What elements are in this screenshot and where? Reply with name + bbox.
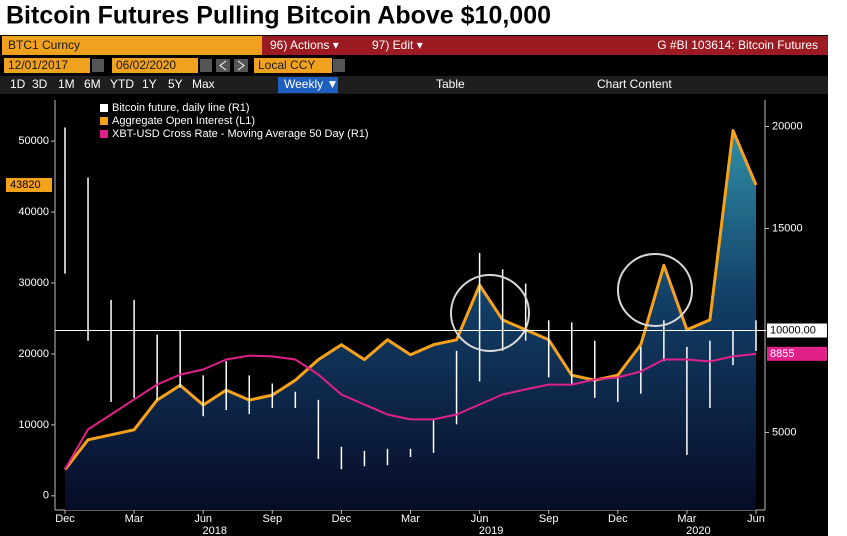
y-tick-label: 50000	[18, 135, 49, 147]
x-tick-label: Mar	[125, 513, 144, 525]
y-tick-label: 10000	[18, 419, 49, 431]
currency-box[interactable]	[254, 58, 332, 73]
year-label: 2018	[202, 525, 226, 536]
chart-content-button[interactable]: Chart Content	[597, 77, 672, 91]
y2-tick-label: 15000	[772, 222, 803, 234]
calendar-icon[interactable]	[92, 59, 104, 72]
end-date[interactable]: 06/02/2020	[116, 58, 176, 72]
y2-tick-label: 5000	[772, 426, 796, 438]
last-value-box	[6, 177, 52, 192]
year-label: 2020	[686, 525, 710, 536]
arrow-icons	[219, 60, 245, 71]
x-tick-label: Mar	[677, 513, 696, 525]
prev-button[interactable]	[216, 59, 230, 72]
period-button[interactable]: 6M	[84, 77, 101, 91]
edit-menu[interactable]: 97) Edit ▾	[372, 38, 423, 52]
frequency[interactable]: Weekly ▼	[284, 77, 338, 91]
period-button[interactable]: 1Y	[142, 77, 157, 91]
legend-swatch	[100, 117, 108, 125]
start-date-box[interactable]	[4, 58, 90, 73]
period-button[interactable]: 3D	[32, 77, 48, 91]
frequency-box[interactable]	[278, 77, 338, 93]
highlight-circle	[617, 253, 693, 327]
reference-label: 10000.00	[770, 324, 816, 336]
x-tick-label: Sep	[539, 513, 559, 525]
plot: 0100002000030000400005000050001000015000…	[18, 100, 803, 536]
x-tick-label: Sep	[263, 513, 283, 525]
x-tick-label: Jun	[194, 513, 212, 525]
x-tick-label: Mar	[401, 513, 420, 525]
period-button[interactable]: 5Y	[168, 77, 183, 91]
period-buttons: 1D 3D 1M 6M YTD 1Y 5Y Max	[10, 77, 215, 91]
last-value-label: 43820	[10, 179, 41, 191]
legend-label: Aggregate Open Interest (L1)	[112, 115, 255, 127]
next-button[interactable]	[234, 59, 248, 72]
period-button[interactable]: 1M	[58, 77, 75, 91]
menu-bar	[262, 36, 828, 55]
last-value-box	[767, 346, 827, 361]
start-date[interactable]: 12/01/2017	[8, 58, 68, 72]
x-tick-label: Dec	[332, 513, 352, 525]
x-tick-label: Jun	[471, 513, 489, 525]
reference-label-box	[767, 323, 827, 338]
period-button[interactable]: 1D	[10, 77, 26, 91]
y-tick-label: 40000	[18, 206, 49, 218]
end-date-box[interactable]	[112, 58, 198, 73]
highlight-circle	[450, 274, 530, 352]
x-tick-label: Jun	[747, 513, 765, 525]
y-tick-label: 20000	[18, 348, 49, 360]
actions-menu[interactable]: 96) Actions ▾	[270, 38, 339, 52]
calendar-icon[interactable]	[200, 59, 212, 72]
y-tick-label: 30000	[18, 277, 49, 289]
legend-label: XBT-USD Cross Rate - Moving Average 50 D…	[112, 128, 369, 140]
line	[64, 352, 757, 470]
year-label: 2019	[479, 525, 503, 536]
legend-label: Bitcoin future, daily line (R1)	[112, 102, 250, 114]
ticker-box[interactable]	[2, 36, 262, 55]
x-tick-label: Dec	[608, 513, 628, 525]
area	[65, 130, 756, 510]
period-button[interactable]: YTD	[110, 77, 134, 91]
x-tick-label: Dec	[55, 513, 75, 525]
period-button[interactable]: Max	[192, 77, 215, 91]
legend-swatch	[100, 104, 108, 112]
legend-swatch	[100, 130, 108, 138]
y-tick-label: 0	[43, 490, 49, 502]
chart-name: G #BI 103614: Bitcoin Futures	[657, 38, 818, 52]
ticker[interactable]: BTC1 Curncy	[8, 38, 80, 52]
period-bar	[0, 76, 828, 94]
table-button[interactable]: Table	[436, 77, 465, 91]
overlay: 10000.00 43820 8855 Bitcoin future, daily l…	[6, 102, 827, 361]
page-title: Bitcoin Futures Pulling Bitcoin Above $1…	[6, 2, 551, 30]
currency-dropdown[interactable]	[333, 59, 345, 72]
last-value-label: 8855	[770, 348, 794, 360]
currency[interactable]: Local CCY	[258, 58, 315, 72]
y2-tick-label: 20000	[772, 120, 803, 132]
